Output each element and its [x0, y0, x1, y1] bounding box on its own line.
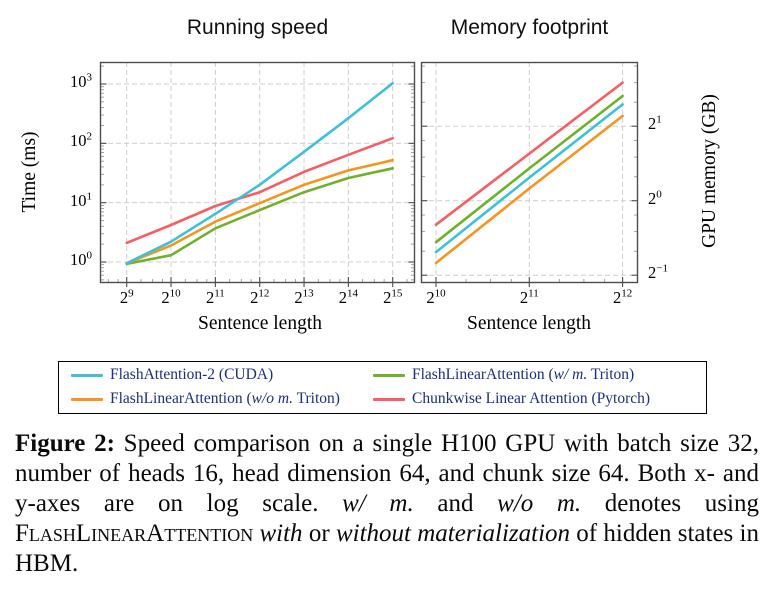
- legend-line-swatch: [373, 373, 405, 377]
- x-tick-label: 211: [519, 287, 539, 307]
- legend-label-part: Triton): [292, 390, 340, 407]
- series-line: [434, 81, 624, 226]
- legend-label-part: FlashAttention-2 (CUDA): [110, 366, 274, 383]
- x-tick-label: 211: [205, 287, 225, 307]
- right-x-axis-label: Sentence length: [467, 313, 591, 334]
- legend-label-part: Chunkwise Linear Attention (Pytorch): [412, 390, 651, 407]
- series-line: [125, 81, 395, 265]
- series-line: [125, 167, 395, 266]
- x-tick-label: 213: [294, 287, 314, 307]
- caption-with: with: [259, 520, 303, 547]
- chart-canvas: [99, 61, 416, 287]
- x-tick-label: 210: [426, 287, 446, 307]
- x-tick-label: 212: [250, 287, 270, 307]
- caption-figure-label: Figure 2:: [15, 430, 115, 457]
- series-line: [434, 103, 624, 254]
- legend-item: FlashAttention-2 (CUDA): [71, 366, 373, 384]
- y-tick-label: 21: [648, 113, 662, 134]
- series-line: [125, 136, 395, 245]
- series-line: [434, 114, 624, 265]
- legend-label: FlashLinearAttention (w/o m. Triton): [110, 390, 340, 408]
- caption-without-materialization: without materialization: [335, 520, 571, 547]
- caption-wom-abbrev: w/o m.: [497, 490, 582, 517]
- memory-footprint-plot: [420, 61, 639, 287]
- legend-item: FlashLinearAttention (w/o m. Triton): [71, 390, 373, 408]
- x-tick-label: 214: [338, 287, 358, 307]
- x-tick-label: 29: [119, 287, 134, 307]
- caption-text: denotes using: [581, 490, 759, 517]
- legend-label: FlashLinearAttention (w/ m. Triton): [412, 366, 634, 384]
- right-y-axis-label: GPU memory (GB): [699, 94, 720, 248]
- x-tick-label: 212: [612, 287, 633, 307]
- series-line: [125, 158, 395, 265]
- legend-label-part: w/o m.: [251, 390, 293, 407]
- running-speed-plot: [99, 61, 416, 287]
- plot-frame: [420, 61, 639, 284]
- plot-frame: [99, 61, 416, 284]
- caption-text: or: [302, 520, 336, 547]
- chart-canvas: [420, 61, 639, 287]
- left-plot-title: Running speed: [186, 16, 329, 39]
- legend-line-swatch: [71, 397, 103, 401]
- y-tick-label: 20: [648, 188, 662, 208]
- y-tick-label: 2−1: [648, 262, 668, 283]
- legend-label: Chunkwise Linear Attention (Pytorch): [412, 390, 650, 408]
- caption-text: of hidden states in HBM.: [15, 520, 760, 577]
- y-tick-label: 103: [70, 71, 92, 91]
- caption-text: and: [413, 490, 498, 517]
- y-tick-label: 102: [70, 130, 92, 151]
- left-y-axis-label: Time (ms): [19, 131, 40, 213]
- x-tick-label: 210: [161, 287, 181, 307]
- legend: FlashAttention-2 (CUDA) FlashLinearAttent…: [58, 361, 707, 414]
- legend-label-part: FlashLinearAttention (: [110, 390, 252, 407]
- right-plot-title: Memory footprint: [450, 16, 609, 39]
- legend-label-part: Triton): [587, 366, 635, 383]
- series-line: [434, 94, 624, 244]
- left-x-axis-label: Sentence length: [198, 313, 322, 334]
- caption-wm-abbrev: w/ m.: [342, 490, 414, 517]
- figure-caption: Figure 2: Speed comparison on a single H…: [15, 429, 759, 579]
- legend-label: FlashAttention-2 (CUDA): [110, 366, 273, 384]
- legend-label-part: FlashLinearAttention (: [412, 366, 554, 383]
- legend-line-swatch: [71, 373, 103, 377]
- legend-item: FlashLinearAttention (w/ m. Triton): [373, 366, 706, 384]
- caption-text: Speed comparison on a single H100 GPU wi…: [15, 430, 759, 517]
- y-tick-label: 101: [70, 190, 92, 210]
- y-tick-label: 100: [70, 249, 92, 269]
- legend-line-swatch: [373, 397, 405, 401]
- x-tick-label: 215: [383, 287, 403, 307]
- legend-label-part: w/ m.: [553, 366, 588, 383]
- caption-fla-name: FlashLinearAttention: [15, 520, 254, 547]
- legend-item: Chunkwise Linear Attention (Pytorch): [373, 390, 706, 408]
